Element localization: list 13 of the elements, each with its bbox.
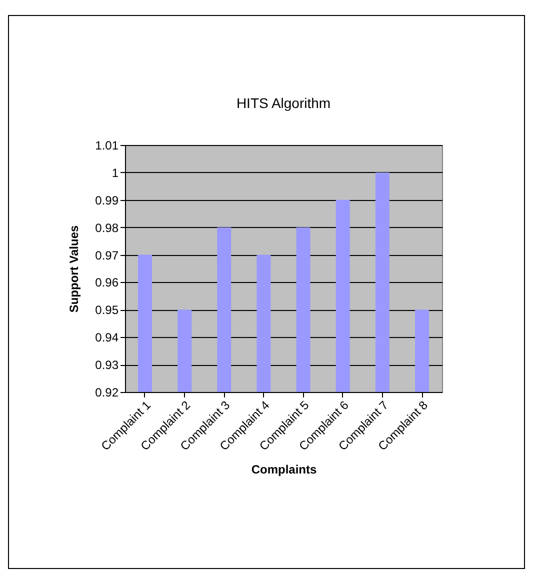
y-tick-label: 0.94: [95, 330, 119, 345]
y-tick-label: 0.97: [95, 248, 119, 262]
y-tick-label: 0.99: [95, 193, 119, 208]
y-tick-label: 0.96: [95, 276, 119, 290]
y-tick-label: 0.92: [95, 386, 119, 400]
y-tick-label: 0.98: [95, 220, 119, 235]
y-axis-title: Support Values: [67, 225, 82, 313]
chart-title: HITS Algorithm: [236, 95, 331, 111]
y-tick-label: 1: [112, 166, 119, 180]
y-tick-label: 0.93: [95, 358, 119, 372]
y-tick-label: 0.95: [95, 303, 119, 318]
y-tick-label: 1.01: [95, 138, 119, 152]
x-axis-title: Complaints: [251, 462, 317, 477]
